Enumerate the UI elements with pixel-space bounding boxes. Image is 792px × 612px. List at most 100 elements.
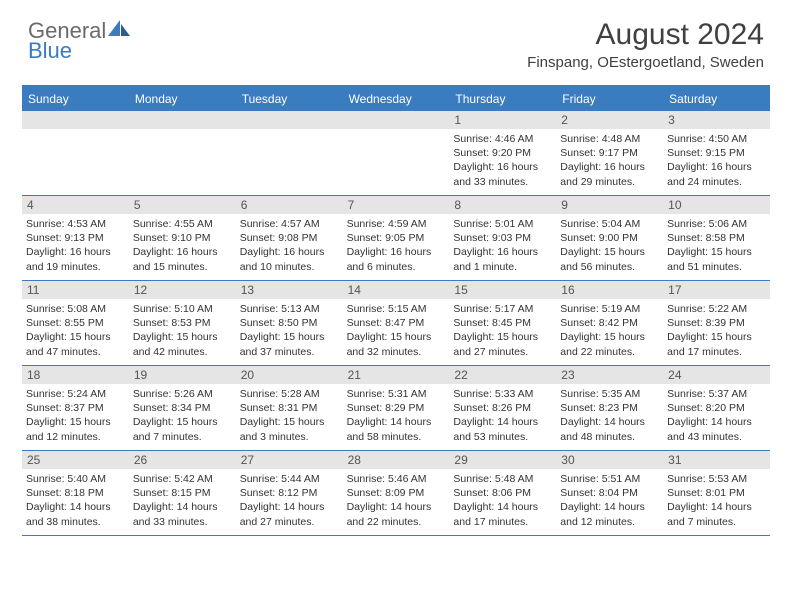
day-number: 17 xyxy=(663,281,770,299)
sunrise-text: Sunrise: 4:59 AM xyxy=(347,217,446,231)
day-info: Sunrise: 5:44 AMSunset: 8:12 PMDaylight:… xyxy=(240,472,339,529)
logo-text-block: General Blue xyxy=(28,18,134,61)
day-cell: 21Sunrise: 5:31 AMSunset: 8:29 PMDayligh… xyxy=(343,366,450,450)
daylight-text: Daylight: 15 hours and 3 minutes. xyxy=(240,415,339,443)
sunset-text: Sunset: 9:13 PM xyxy=(26,231,125,245)
sunset-text: Sunset: 8:12 PM xyxy=(240,486,339,500)
day-info: Sunrise: 5:22 AMSunset: 8:39 PMDaylight:… xyxy=(667,302,766,359)
day-info: Sunrise: 4:53 AMSunset: 9:13 PMDaylight:… xyxy=(26,217,125,274)
sunrise-text: Sunrise: 5:04 AM xyxy=(560,217,659,231)
sunrise-text: Sunrise: 4:55 AM xyxy=(133,217,232,231)
sunset-text: Sunset: 8:50 PM xyxy=(240,316,339,330)
sunrise-text: Sunrise: 5:44 AM xyxy=(240,472,339,486)
sunset-text: Sunset: 9:20 PM xyxy=(453,146,552,160)
day-info: Sunrise: 4:55 AMSunset: 9:10 PMDaylight:… xyxy=(133,217,232,274)
daylight-text: Daylight: 14 hours and 27 minutes. xyxy=(240,500,339,528)
day-number: 23 xyxy=(556,366,663,384)
day-number: 12 xyxy=(129,281,236,299)
daylight-text: Daylight: 15 hours and 42 minutes. xyxy=(133,330,232,358)
sunrise-text: Sunrise: 5:26 AM xyxy=(133,387,232,401)
day-info: Sunrise: 5:28 AMSunset: 8:31 PMDaylight:… xyxy=(240,387,339,444)
weekday-header: Sunday Monday Tuesday Wednesday Thursday… xyxy=(22,87,770,111)
day-info: Sunrise: 5:37 AMSunset: 8:20 PMDaylight:… xyxy=(667,387,766,444)
day-number: 7 xyxy=(343,196,450,214)
sunset-text: Sunset: 9:17 PM xyxy=(560,146,659,160)
day-number xyxy=(343,111,450,129)
header: General Blue August 2024 Finspang, OEste… xyxy=(0,0,792,75)
day-cell: 28Sunrise: 5:46 AMSunset: 8:09 PMDayligh… xyxy=(343,451,450,535)
day-cell: 19Sunrise: 5:26 AMSunset: 8:34 PMDayligh… xyxy=(129,366,236,450)
sunset-text: Sunset: 9:05 PM xyxy=(347,231,446,245)
sunset-text: Sunset: 9:15 PM xyxy=(667,146,766,160)
day-info: Sunrise: 5:08 AMSunset: 8:55 PMDaylight:… xyxy=(26,302,125,359)
day-number: 4 xyxy=(22,196,129,214)
daylight-text: Daylight: 14 hours and 7 minutes. xyxy=(667,500,766,528)
day-number: 10 xyxy=(663,196,770,214)
sunrise-text: Sunrise: 5:51 AM xyxy=(560,472,659,486)
daylight-text: Daylight: 14 hours and 12 minutes. xyxy=(560,500,659,528)
day-number: 5 xyxy=(129,196,236,214)
sunset-text: Sunset: 8:01 PM xyxy=(667,486,766,500)
day-number: 18 xyxy=(22,366,129,384)
day-cell: 16 Sunrise: 5:19 AMSunset: 8:42 PMDayligh… xyxy=(556,281,663,365)
sunrise-text: Sunrise: 5:17 AM xyxy=(453,302,552,316)
day-cell: 22Sunrise: 5:33 AMSunset: 8:26 PMDayligh… xyxy=(449,366,556,450)
day-number: 8 xyxy=(449,196,556,214)
sunrise-text: Sunrise: 5:22 AM xyxy=(667,302,766,316)
weekday-label: Wednesday xyxy=(343,87,450,111)
weekday-label: Saturday xyxy=(663,87,770,111)
daylight-text: Daylight: 15 hours and 47 minutes. xyxy=(26,330,125,358)
sunset-text: Sunset: 8:37 PM xyxy=(26,401,125,415)
daylight-text: Daylight: 15 hours and 22 minutes. xyxy=(560,330,659,358)
sunrise-text: Sunrise: 5:35 AM xyxy=(560,387,659,401)
day-number: 21 xyxy=(343,366,450,384)
sunrise-text: Sunrise: 4:48 AM xyxy=(560,132,659,146)
day-number: 16 xyxy=(556,281,663,299)
day-cell: 17 Sunrise: 5:22 AMSunset: 8:39 PMDayligh… xyxy=(663,281,770,365)
sunset-text: Sunset: 8:31 PM xyxy=(240,401,339,415)
daylight-text: Daylight: 15 hours and 12 minutes. xyxy=(26,415,125,443)
day-cell: 5 Sunrise: 4:55 AMSunset: 9:10 PMDaylight… xyxy=(129,196,236,280)
day-number: 27 xyxy=(236,451,343,469)
day-cell xyxy=(22,111,129,195)
daylight-text: Daylight: 15 hours and 32 minutes. xyxy=(347,330,446,358)
day-number: 9 xyxy=(556,196,663,214)
weeks-container: 1Sunrise: 4:46 AMSunset: 9:20 PMDaylight… xyxy=(22,111,770,536)
day-number: 15 xyxy=(449,281,556,299)
daylight-text: Daylight: 15 hours and 7 minutes. xyxy=(133,415,232,443)
day-number: 11 xyxy=(22,281,129,299)
daylight-text: Daylight: 16 hours and 29 minutes. xyxy=(560,160,659,188)
sunrise-text: Sunrise: 5:10 AM xyxy=(133,302,232,316)
weekday-label: Tuesday xyxy=(236,87,343,111)
day-number xyxy=(22,111,129,129)
day-info: Sunrise: 5:48 AMSunset: 8:06 PMDaylight:… xyxy=(453,472,552,529)
day-cell: 6Sunrise: 4:57 AMSunset: 9:08 PMDaylight… xyxy=(236,196,343,280)
daylight-text: Daylight: 16 hours and 6 minutes. xyxy=(347,245,446,273)
sunrise-text: Sunrise: 5:28 AM xyxy=(240,387,339,401)
daylight-text: Daylight: 16 hours and 15 minutes. xyxy=(133,245,232,273)
day-number: 25 xyxy=(22,451,129,469)
sunset-text: Sunset: 8:47 PM xyxy=(347,316,446,330)
sunrise-text: Sunrise: 4:53 AM xyxy=(26,217,125,231)
month-title: August 2024 xyxy=(527,18,764,52)
sunrise-text: Sunrise: 5:33 AM xyxy=(453,387,552,401)
day-info: Sunrise: 5:35 AMSunset: 8:23 PMDaylight:… xyxy=(560,387,659,444)
logo-sail-icon xyxy=(106,18,134,38)
sunrise-text: Sunrise: 5:48 AM xyxy=(453,472,552,486)
day-cell xyxy=(343,111,450,195)
week-row: 11 Sunrise: 5:08 AMSunset: 8:55 PMDayligh… xyxy=(22,281,770,366)
sunset-text: Sunset: 8:58 PM xyxy=(667,231,766,245)
day-info: Sunrise: 5:19 AMSunset: 8:42 PMDaylight:… xyxy=(560,302,659,359)
day-info: Sunrise: 5:53 AMSunset: 8:01 PMDaylight:… xyxy=(667,472,766,529)
sunset-text: Sunset: 8:26 PM xyxy=(453,401,552,415)
day-cell: 1Sunrise: 4:46 AMSunset: 9:20 PMDaylight… xyxy=(449,111,556,195)
daylight-text: Daylight: 15 hours and 17 minutes. xyxy=(667,330,766,358)
daylight-text: Daylight: 14 hours and 17 minutes. xyxy=(453,500,552,528)
daylight-text: Daylight: 14 hours and 38 minutes. xyxy=(26,500,125,528)
day-info: Sunrise: 4:59 AMSunset: 9:05 PMDaylight:… xyxy=(347,217,446,274)
week-row: 18Sunrise: 5:24 AMSunset: 8:37 PMDayligh… xyxy=(22,366,770,451)
sunrise-text: Sunrise: 5:15 AM xyxy=(347,302,446,316)
sunset-text: Sunset: 8:23 PM xyxy=(560,401,659,415)
day-cell: 30Sunrise: 5:51 AMSunset: 8:04 PMDayligh… xyxy=(556,451,663,535)
day-cell: 8Sunrise: 5:01 AMSunset: 9:03 PMDaylight… xyxy=(449,196,556,280)
